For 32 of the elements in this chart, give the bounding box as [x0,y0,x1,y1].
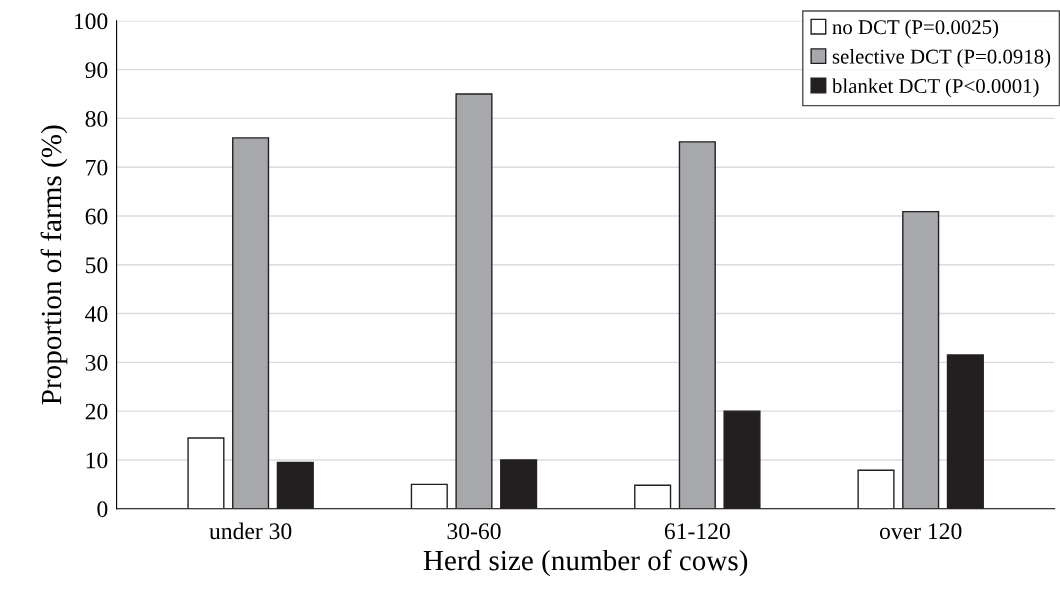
bar [232,137,270,509]
bar [187,437,225,509]
bar [946,354,984,509]
y-tick-label: 20 [85,403,108,420]
bar [634,484,672,509]
bar [276,461,314,509]
y-tick-label: 30 [85,354,108,371]
bar [902,210,940,509]
y-axis-title: Proportion of farms (%) [40,125,68,405]
y-tick-label: 50 [86,257,108,274]
x-axis-title: Herd size (number of cows) [423,549,748,577]
bar [857,469,895,509]
bar [500,459,538,509]
y-tick-label: 80 [85,110,108,127]
x-tick-label: under 30 [209,522,292,540]
y-tick-label: 90 [85,62,108,79]
y-tick-label: 60 [85,208,108,225]
legend-label: blanket DCT (P<0.0001) [831,78,1039,98]
x-tick-label: 30-60 [447,523,501,540]
legend-label: selective DCT (P=0.0918) [832,48,1051,68]
y-tick-label: 70 [86,159,108,176]
legend-label: no DCT (P=0.0025) [832,19,999,39]
bar [455,93,493,509]
x-tick-label: 61-120 [664,523,730,540]
y-tick-label: 10 [86,452,108,469]
bar [410,483,448,509]
bar [723,410,761,509]
bar [678,141,716,509]
x-tick-label: over 120 [879,523,962,540]
y-tick-label: 100 [74,13,108,30]
y-tick-label: 0 [97,501,108,518]
y-tick-label: 40 [85,306,108,322]
